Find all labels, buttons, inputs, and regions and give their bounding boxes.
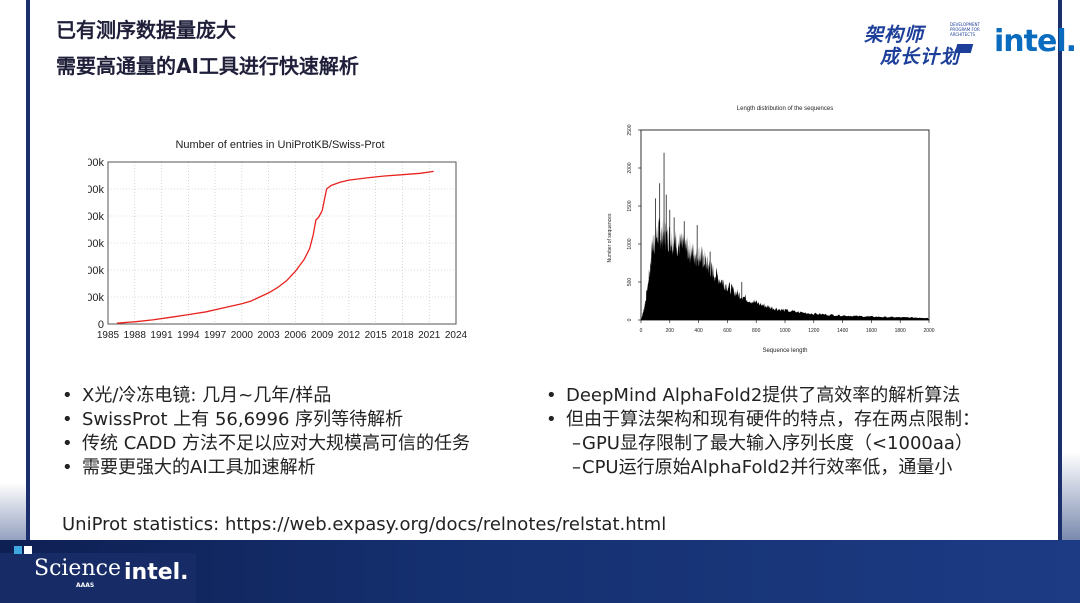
y-tick-label: 0 [98,319,104,331]
x-tick-label: 2018 [391,330,414,341]
x-tick-label: 2012 [338,330,361,341]
footer-logo-panel [0,553,196,603]
x-tick-label: 2003 [257,330,280,341]
intel-logo-bottom: intel. [124,560,189,585]
x-tick-labels: 1985 1988 1991 1994 1997 2000 2003 2006 2009 2012… [97,330,468,341]
x-tick-label: 1000 [779,328,790,334]
program-logo-line2: 成长计划 [880,46,961,68]
right-edge-band [1060,0,1080,603]
x-tick-label: 2006 [284,330,307,341]
aaas-logo: AAAS [76,582,95,589]
slide-title-line1: 已有测序数据量庞大 [56,18,236,42]
y-tick-label: 2500 [627,124,633,135]
x-tick-label: 2021 [418,330,441,341]
x-tick-label: 1988 [124,330,147,341]
program-logo-small-text: DEVELOPMENT PROGRAM FOR ARCHITECTS [950,22,980,37]
bullet-item: • 但由于算法架构和现有硬件的特点，存在两点限制： [546,409,980,430]
slide-title-line2: 需要高通量的AI工具进行快速解析 [56,54,359,78]
bullet-item: • 传统 CADD 方法不足以应对大规模高可信的任务 [62,433,471,454]
y-tick-label: 2000 [627,162,633,173]
bullet-item: • 需要更强大的AI工具加速解析 [62,457,316,478]
x-tick-label: 0 [640,328,643,334]
x-tick-label: 2000 [923,328,934,334]
x-tick-label: 400 [694,328,703,334]
x-tick-label: 1985 [97,330,120,341]
histogram-title: Length distribution of the sequences [737,106,833,112]
right-side-rule [1058,0,1062,540]
chart-grid [107,161,457,325]
program-logo-line1: 架构师 [864,24,925,46]
uniprot-entries-chart: Number of entries in UniProtKB/Swiss-Pro… [88,139,468,341]
left-edge-band [0,0,30,603]
y-tick-label: 200k [88,265,104,277]
histogram-spikes [646,152,743,320]
x-tick-label: 1400 [837,328,848,334]
bullet-list-right: • DeepMind AlphaFold2提供了高效率的解析算法 • 但由于算法架构… [546,384,980,480]
architect-program-logo: 架构师 成长计划 DEVELOPMENT PROGRAM FOR ARCHITE… [862,20,982,68]
histogram-y-axis-label: Number of sequences [607,213,613,262]
x-tick-label: 1994 [177,330,200,341]
x-tick-label: 600 [723,328,732,334]
y-tick-label: 300k [88,238,104,250]
bullet-item: • DeepMind AlphaFold2提供了高效率的解析算法 [546,385,961,406]
y-tick-label: 1500 [627,200,633,211]
histogram-x-axis-label: Sequence length [762,348,807,354]
bullet-item: • X光/冷冻电镜: 几月~几年/样品 [62,385,332,406]
x-tick-label: 200 [666,328,675,334]
x-tick-label: 1997 [204,330,227,341]
y-tick-label: 600k [88,157,104,169]
x-tick-label: 1991 [150,330,173,341]
x-tick-label: 2024 [445,330,468,341]
left-side-rule [26,0,30,540]
bullet-item: • SwissProt 上有 56,6996 序列等待解析 [62,409,404,430]
histogram-y-ticks: 0 500 1000 1500 2000 2500 [627,124,641,321]
sequence-length-histogram: Length distribution of the sequences Num… [607,106,935,354]
y-tick-labels: 0 100k 200k 300k 400k 500k 600k [88,157,104,331]
entries-series-line [116,170,434,324]
y-tick-label: 1000 [627,238,633,249]
histogram-x-ticks: 0 200 400 600 800 1000 1200 1400 1600 1800 2000 [640,320,935,334]
y-tick-label: 500 [627,278,633,287]
x-tick-label: 2015 [365,330,388,341]
x-tick-label: 1600 [866,328,877,334]
y-tick-label: 400k [88,211,104,223]
y-tick-label: 100k [88,292,104,304]
y-tick-label: 0 [627,318,633,321]
sub-bullet-item: – CPU运行原始AlphaFold2并行效率低，通量小 [572,457,953,478]
program-logo-badge [954,44,974,53]
intel-logo-top: intel. [994,24,1077,59]
x-tick-label: 2009 [311,330,334,341]
chart-title: Number of entries in UniProtKB/Swiss-Pro… [175,139,384,151]
x-tick-label: 2000 [231,330,254,341]
histogram-bars [641,216,929,320]
science-logo: Science [34,556,121,581]
x-tick-label: 800 [752,328,761,334]
source-citation: UniProt statistics: https://web.expasy.o… [62,514,667,535]
x-tick-label: 1200 [808,328,819,334]
y-tick-label: 500k [88,184,104,196]
sub-bullet-item: – GPU显存限制了最大输入序列长度（<1000aa） [572,433,973,454]
x-tick-label: 1800 [895,328,906,334]
footer-accent-square-white [24,546,32,554]
footer-accent-square-blue [14,546,22,554]
chart-plot-frame [107,161,457,325]
bullet-list-left: • X光/冷冻电镜: 几月~几年/样品 • SwissProt 上有 56,6996… [62,384,470,480]
